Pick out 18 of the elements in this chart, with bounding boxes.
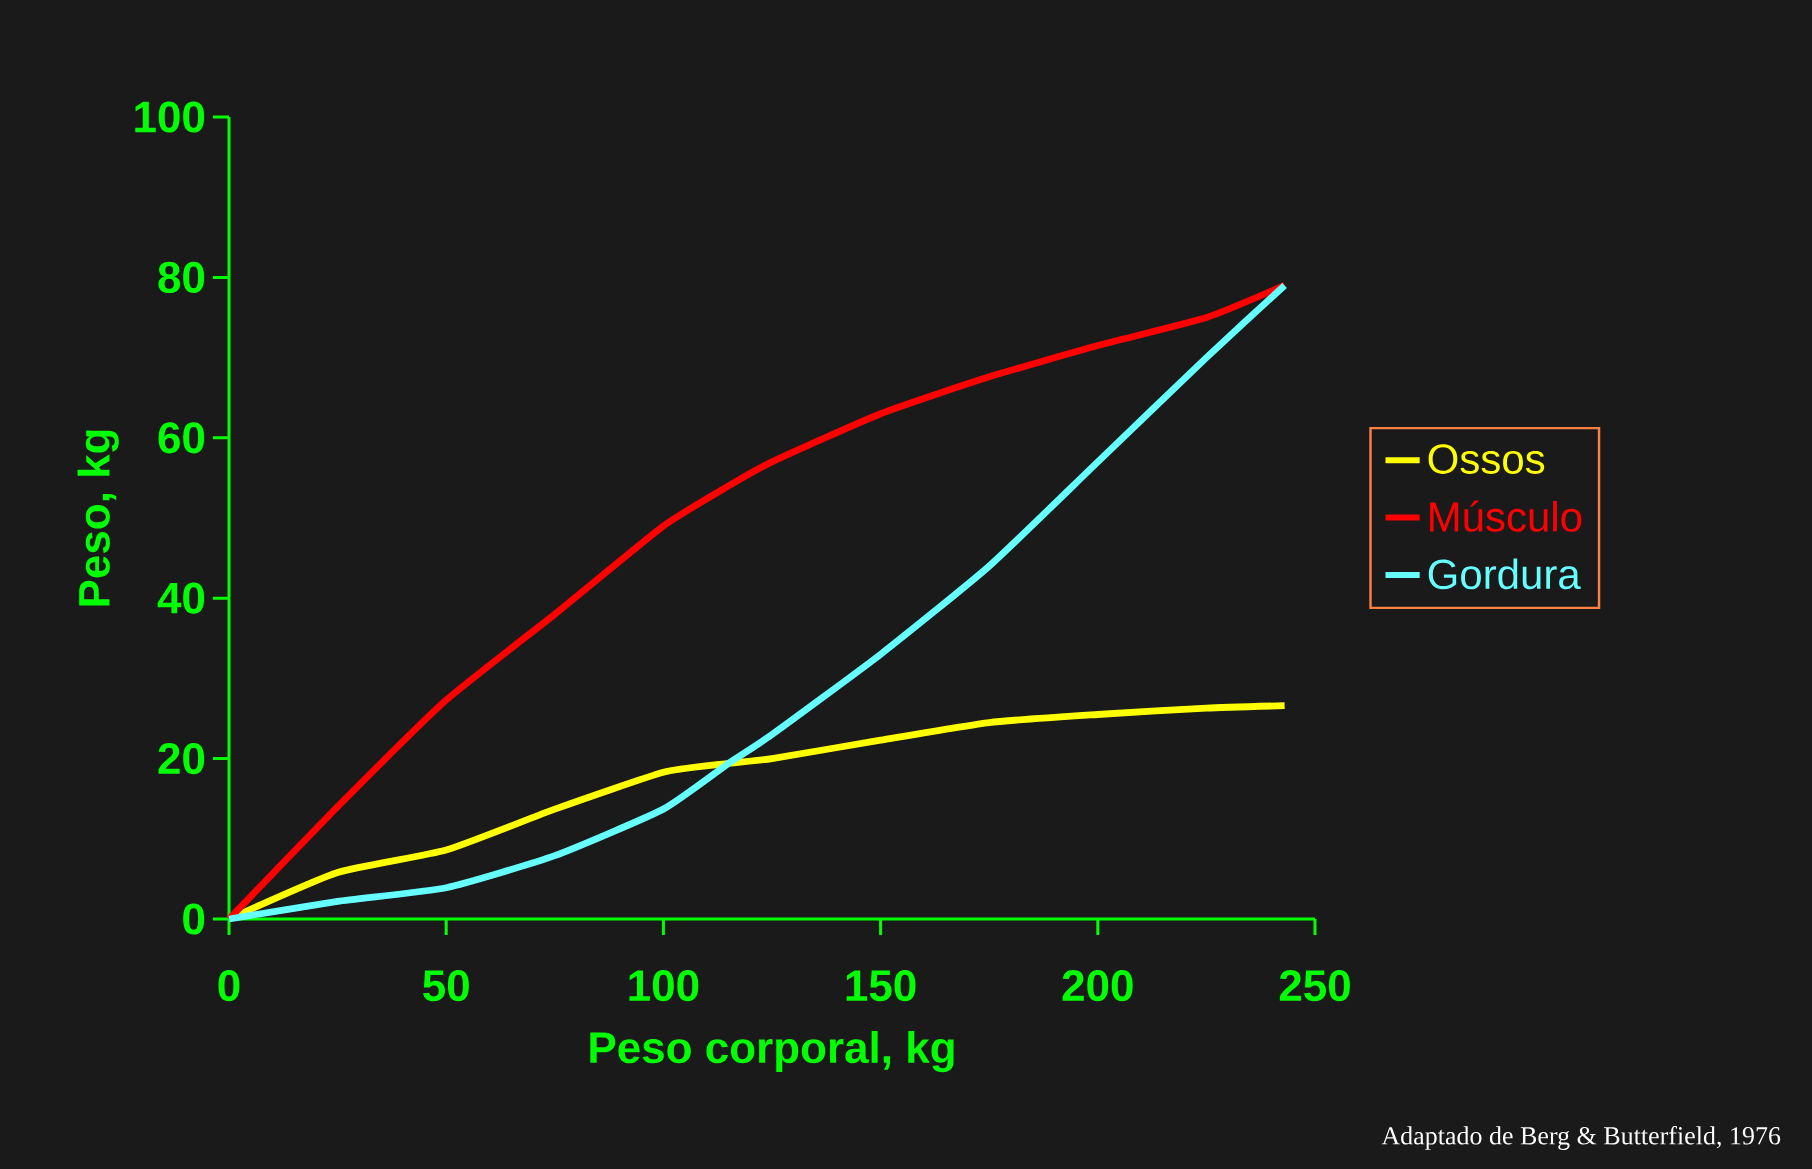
x-tick-label: 100 [629,970,699,1002]
x-tick-label: 0 [218,970,240,1002]
y-tick-label: 40 [157,582,205,614]
y-tick-label: 20 [158,743,205,775]
y-tick-label: 60 [158,422,205,454]
text: Adaptado de Berg & Butterfield, 1976 [1381,1126,1781,1150]
y-tick-label: 100 [135,101,205,133]
y-axis-title: Peso, kg [77,430,119,606]
legend-label: Ossos [1428,444,1545,474]
y-tick-label: 80 [158,261,205,293]
x-tick-label: 200 [1062,970,1133,1002]
legend-label: Músculo [1430,500,1582,532]
y-tick-label: 0 [183,903,205,935]
x-tick-label: 150 [846,970,916,1002]
x-tick-label: 50 [423,970,469,1002]
x-tick-label: 250 [1279,970,1350,1002]
legend-label: Gordura [1428,558,1581,590]
x-axis-title: Peso corporal, kg [590,1030,954,1073]
